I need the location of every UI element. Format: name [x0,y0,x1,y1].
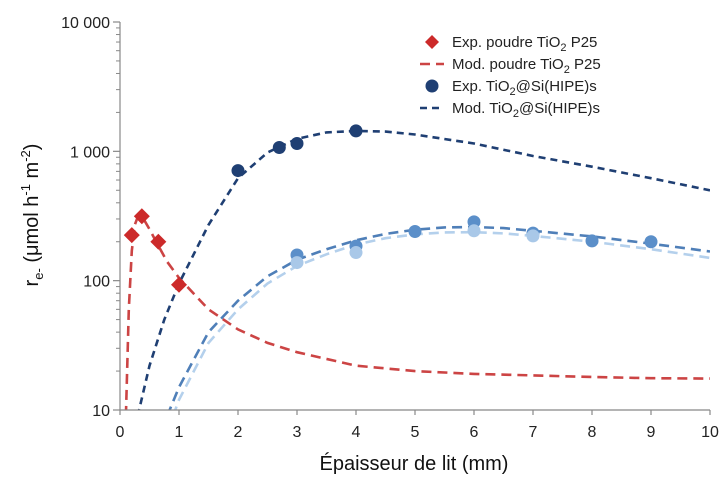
y-tick-label: 10 [92,403,110,420]
data-point-circle [526,229,540,243]
data-point-circle [349,246,363,260]
x-tick-label: 10 [701,424,719,441]
x-tick-label: 9 [647,424,656,441]
model-curve-4 [124,214,710,410]
legend-label: Mod. TiO2@Si(HIPE)s [452,100,600,120]
model-curves [124,129,710,410]
y-tick-label: 100 [83,274,110,291]
x-axis-title: Épaisseur de lit (mm) [320,452,509,475]
y-axis-title: re- (μmol h-1 m-2) [18,144,46,287]
x-tick-label: 8 [588,424,597,441]
model-curve-5 [137,129,710,410]
x-tick-label: 7 [529,424,538,441]
data-point-circle [272,141,286,155]
data-point-circle [467,224,481,238]
legend-symbol-circle [425,79,439,93]
data-point-circle [644,235,658,249]
data-point-circle [349,124,363,138]
x-tick-label: 0 [116,424,125,441]
y-tick-label: 1 000 [70,144,110,161]
legend-symbol-diamond [425,35,439,49]
x-tick-label: 5 [411,424,420,441]
x-tick-label: 6 [470,424,479,441]
data-point-circle [290,256,304,270]
x-tick-label: 4 [352,424,361,441]
data-point-circle [585,234,599,248]
y-tick-label: 10 000 [61,15,110,32]
data-point-diamond [123,227,140,244]
data-point-circle [467,215,481,229]
data-point-circle [408,224,422,238]
legend-label: Exp. poudre TiO2 P25 [452,34,597,54]
x-tick-label: 2 [234,424,243,441]
data-points [123,124,658,293]
legend-label: Mod. poudre TiO2 P25 [452,56,601,76]
axes: 10 100 1 000 10 000 0 1 2 3 4 5 6 7 8 9 10 [61,15,719,441]
data-point-diamond [150,233,167,250]
data-point-circle [231,164,245,178]
x-tick-label: 1 [175,424,184,441]
data-point-circle [290,136,304,150]
legend-label: Exp. TiO2@Si(HIPE)s [452,78,597,98]
model-curve-7 [173,230,710,410]
data-point-diamond [133,208,150,225]
data-point-diamond [171,276,187,293]
x-tick-label: 3 [293,424,302,441]
model-curve-6 [168,225,710,410]
